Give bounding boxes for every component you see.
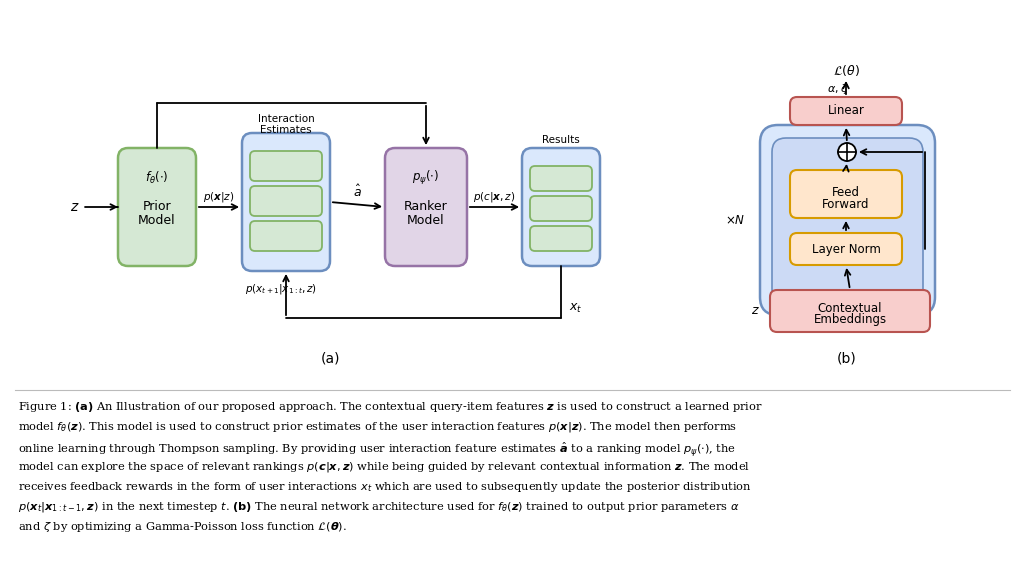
Text: Estimates: Estimates <box>260 125 312 135</box>
Text: $p(x_{t+1}|x_{1:t}, z)$: $p(x_{t+1}|x_{1:t}, z)$ <box>245 282 317 296</box>
FancyBboxPatch shape <box>530 166 592 191</box>
Text: model can explore the space of relevant rankings $p(\boldsymbol{c}|\boldsymbol{x: model can explore the space of relevant … <box>18 460 751 474</box>
Text: Layer Norm: Layer Norm <box>812 243 881 255</box>
FancyBboxPatch shape <box>530 196 592 221</box>
FancyBboxPatch shape <box>250 186 322 216</box>
FancyBboxPatch shape <box>242 133 330 271</box>
Text: Forward: Forward <box>822 199 869 211</box>
Text: $p(c|\boldsymbol{x}, z)$: $p(c|\boldsymbol{x}, z)$ <box>473 190 515 204</box>
Text: (a): (a) <box>321 351 340 365</box>
Text: $x_t$: $x_t$ <box>569 301 583 315</box>
Text: Interaction: Interaction <box>258 114 314 124</box>
Text: Results: Results <box>542 135 580 145</box>
FancyBboxPatch shape <box>250 151 322 181</box>
Text: Contextual: Contextual <box>818 301 883 315</box>
Text: $\hat{a}$: $\hat{a}$ <box>352 184 361 200</box>
Text: Model: Model <box>408 215 444 227</box>
Text: $\mathcal{L}(\theta)$: $\mathcal{L}(\theta)$ <box>833 62 859 78</box>
Text: (b): (b) <box>838 351 857 365</box>
FancyBboxPatch shape <box>790 170 902 218</box>
Text: Prior: Prior <box>142 199 171 212</box>
Text: $\times N$: $\times N$ <box>725 214 745 227</box>
Text: $f_\theta(\cdot)$: $f_\theta(\cdot)$ <box>145 170 169 186</box>
Text: $\alpha, \zeta$: $\alpha, \zeta$ <box>827 82 849 96</box>
FancyBboxPatch shape <box>772 138 923 303</box>
Text: $p(\boldsymbol{x}_t|\boldsymbol{x}_{1:t-1}, \boldsymbol{z})$ in the next timeste: $p(\boldsymbol{x}_t|\boldsymbol{x}_{1:t-… <box>18 500 739 514</box>
Text: Embeddings: Embeddings <box>813 313 887 327</box>
FancyBboxPatch shape <box>385 148 467 266</box>
Text: $z$: $z$ <box>71 200 80 214</box>
Text: Feed: Feed <box>831 186 860 199</box>
Text: Ranker: Ranker <box>404 199 447 212</box>
Text: $p(\boldsymbol{x}|z)$: $p(\boldsymbol{x}|z)$ <box>204 190 234 204</box>
FancyBboxPatch shape <box>790 233 902 265</box>
FancyBboxPatch shape <box>118 148 196 266</box>
Text: online learning through Thompson sampling. By providing user interaction feature: online learning through Thompson samplin… <box>18 440 736 459</box>
Text: $p_\psi(\cdot)$: $p_\psi(\cdot)$ <box>413 169 439 187</box>
FancyBboxPatch shape <box>522 148 600 266</box>
Text: Model: Model <box>138 215 176 227</box>
FancyBboxPatch shape <box>760 125 935 315</box>
Circle shape <box>838 143 856 161</box>
Text: and $\zeta$ by optimizing a Gamma-Poisson loss function $\mathcal{L}(\boldsymbol: and $\zeta$ by optimizing a Gamma-Poisso… <box>18 520 347 534</box>
FancyBboxPatch shape <box>530 226 592 251</box>
Text: Figure 1: $\mathbf{(a)}$ An Illustration of our proposed approach. The contextua: Figure 1: $\mathbf{(a)}$ An Illustration… <box>18 400 763 414</box>
FancyBboxPatch shape <box>250 221 322 251</box>
FancyBboxPatch shape <box>770 290 930 332</box>
Text: model $f_\theta(\boldsymbol{z})$. This model is used to construct prior estimate: model $f_\theta(\boldsymbol{z})$. This m… <box>18 420 737 434</box>
Text: receives feedback rewards in the form of user interactions $x_t$ which are used : receives feedback rewards in the form of… <box>18 480 752 494</box>
Text: $z$: $z$ <box>752 304 760 317</box>
Text: Linear: Linear <box>827 104 864 118</box>
FancyBboxPatch shape <box>790 97 902 125</box>
